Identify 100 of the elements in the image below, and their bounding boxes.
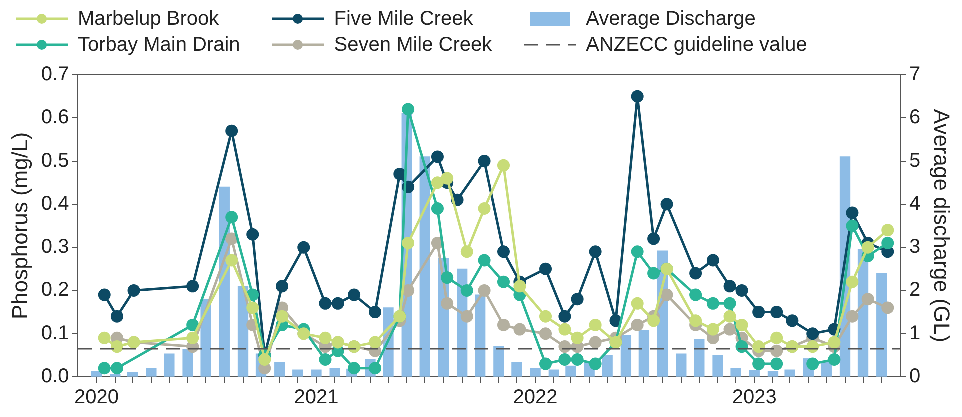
bar: [768, 371, 779, 377]
point: [431, 202, 444, 215]
point: [736, 318, 748, 332]
y2-tick-label: 3: [909, 236, 921, 258]
point: [828, 353, 841, 366]
point: [478, 254, 491, 267]
bar: [749, 370, 760, 377]
y2-tick-label: 1: [909, 322, 921, 344]
y2-tick-label: 2: [909, 279, 921, 302]
point: [319, 353, 332, 366]
y2-tick-label: 6: [909, 106, 921, 129]
point: [724, 323, 736, 336]
point: [276, 310, 289, 323]
bar: [274, 362, 286, 377]
x-tick-label: 2021: [294, 386, 339, 409]
y2-tick-label: 0: [909, 366, 921, 388]
point: [882, 224, 894, 237]
point: [631, 297, 644, 310]
point: [752, 358, 766, 370]
bar: [694, 339, 705, 377]
bar: [876, 273, 888, 377]
x-tick-label: 2023: [732, 386, 777, 409]
point: [648, 314, 660, 328]
point: [690, 288, 702, 302]
bar: [164, 354, 175, 377]
y-tick-label: 0.5: [41, 150, 70, 172]
point: [828, 336, 841, 349]
point: [571, 293, 584, 306]
point: [648, 267, 660, 280]
point: [882, 237, 894, 250]
point: [460, 310, 474, 323]
point: [110, 310, 124, 323]
point: [589, 246, 602, 258]
point: [648, 232, 660, 246]
point: [226, 211, 238, 224]
y-tick-label: 0.0: [41, 366, 70, 388]
point: [846, 310, 859, 323]
point: [497, 159, 510, 172]
point: [806, 328, 820, 340]
point: [369, 306, 382, 319]
y-tick-label: 0.4: [41, 192, 70, 215]
point: [298, 241, 310, 254]
point: [246, 228, 260, 241]
point: [589, 318, 602, 332]
point: [98, 332, 111, 344]
point: [402, 284, 415, 297]
point: [478, 155, 491, 168]
point: [589, 358, 602, 370]
point: [276, 280, 289, 293]
legend-label: Torbay Main Drain: [78, 34, 240, 56]
point: [806, 358, 820, 370]
point: [724, 297, 736, 310]
point: [441, 172, 454, 185]
point: [770, 344, 784, 358]
point: [348, 288, 361, 302]
point: [770, 306, 784, 319]
bar: [127, 372, 138, 377]
point: [478, 202, 491, 215]
bar: [566, 366, 576, 377]
point: [846, 220, 859, 232]
y-tick-label: 0.3: [41, 236, 70, 258]
bar: [784, 370, 796, 377]
bar: [110, 374, 121, 377]
point: [631, 90, 644, 103]
point: [186, 280, 200, 293]
bar: [638, 330, 650, 377]
point: [846, 276, 859, 288]
point: [98, 362, 111, 375]
point: [394, 168, 406, 180]
legend-label: Marbelup Brook: [78, 8, 220, 30]
bar: [712, 355, 724, 377]
point: [752, 306, 766, 319]
bar: [512, 362, 522, 377]
point: [690, 267, 702, 280]
point: [540, 310, 552, 323]
point: [441, 272, 454, 284]
point: [724, 310, 736, 323]
point: [770, 332, 784, 344]
point: [571, 353, 584, 366]
point: [110, 340, 124, 354]
bar: [182, 349, 194, 377]
point: [369, 336, 382, 349]
point: [186, 332, 200, 344]
point: [558, 323, 572, 336]
y-tick-label: 0.7: [41, 64, 70, 86]
bar: [311, 370, 322, 377]
y2-tick-label: 4: [909, 192, 921, 215]
point: [706, 297, 720, 310]
point: [862, 241, 874, 254]
bar: [91, 371, 102, 377]
bar: [330, 368, 340, 377]
point: [226, 254, 238, 267]
point: [514, 280, 526, 293]
legend-label: Seven Mile Creek: [334, 34, 492, 56]
point: [369, 362, 382, 375]
point: [497, 318, 510, 332]
point: [558, 310, 572, 323]
point: [128, 284, 140, 297]
point: [258, 353, 272, 366]
point: [319, 297, 332, 310]
